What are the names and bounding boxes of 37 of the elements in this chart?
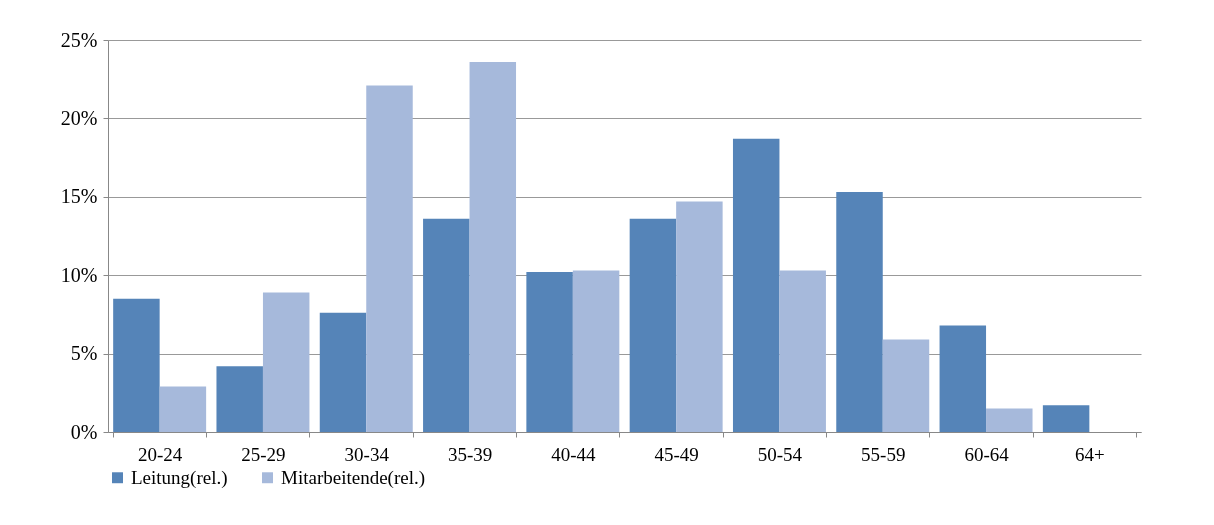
- bar: [262, 292, 310, 432]
- legend-label: Leitung(rel.): [131, 466, 228, 489]
- bar: [732, 138, 780, 432]
- x-tick-label: 35-39: [447, 443, 493, 465]
- bar: [1042, 405, 1090, 432]
- bar: [836, 192, 883, 432]
- bar: [113, 298, 160, 432]
- x-tick-label: 25-29: [241, 443, 286, 465]
- y-tick-label: 5%: [70, 342, 98, 365]
- x-tick-label: 45-49: [654, 443, 699, 465]
- x-tick-label: 55-59: [861, 443, 906, 465]
- bar: [159, 386, 207, 432]
- bar: [882, 339, 930, 432]
- legend-label: Mitarbeitende(rel.): [281, 466, 426, 489]
- x-tick-label: 40-44: [551, 443, 597, 465]
- y-tick-label: 15%: [60, 185, 98, 208]
- bar: [319, 312, 367, 432]
- x-tick-label: 60-64: [964, 443, 1010, 465]
- bar: [676, 201, 723, 432]
- x-tick-label: 50-54: [757, 443, 803, 465]
- x-tick-label: 20-24: [137, 443, 183, 465]
- bar: [779, 270, 826, 432]
- x-tick-label: 30-34: [344, 443, 390, 465]
- bar: [986, 408, 1033, 432]
- bar: [526, 272, 573, 432]
- y-tick-label: 20%: [60, 106, 98, 129]
- bar: [939, 325, 987, 432]
- bar: [572, 270, 620, 432]
- bar: [629, 218, 677, 432]
- bar: [469, 61, 517, 432]
- y-tick-label: 0%: [70, 420, 98, 443]
- bar: [366, 85, 413, 432]
- y-tick-label: 25%: [60, 28, 98, 51]
- bar: [216, 366, 263, 432]
- y-tick-label: 10%: [60, 263, 98, 286]
- x-tick-label: 64+: [1074, 443, 1105, 465]
- bar: [423, 218, 470, 432]
